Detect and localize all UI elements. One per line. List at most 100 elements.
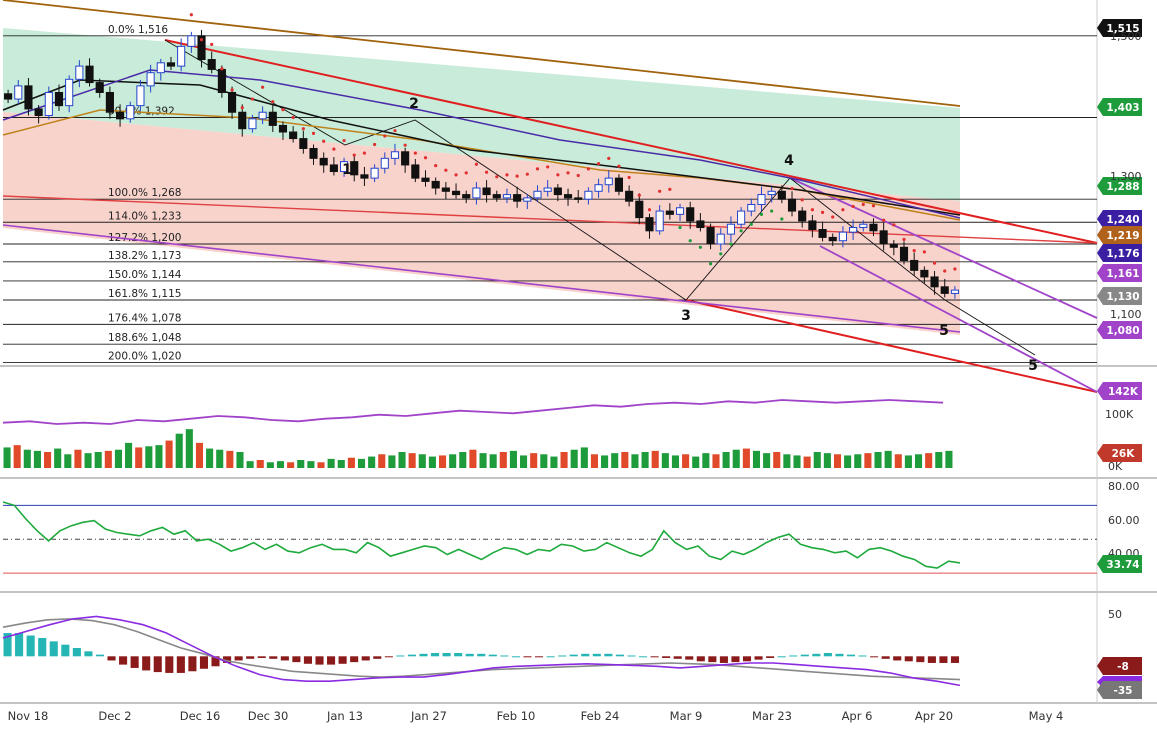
sar-dot: [199, 38, 204, 42]
ma-purple: [2, 69, 961, 219]
sar-dot: [525, 172, 529, 176]
volume-bar: [388, 455, 396, 468]
volume-bar: [560, 452, 568, 468]
volume-bar: [398, 452, 406, 468]
sar-dot: [373, 142, 377, 147]
volume-bar: [611, 453, 619, 468]
date-label: Jan 27: [410, 709, 447, 723]
candle-body: [910, 259, 919, 271]
volume-bar: [175, 433, 183, 468]
candle-body: [217, 68, 226, 93]
candle-body: [95, 82, 104, 93]
sar-dot: [678, 225, 682, 230]
sar-dot: [688, 239, 692, 243]
candle-body: [665, 210, 674, 215]
volume-bar: [601, 455, 609, 468]
candle-body: [248, 118, 257, 130]
rsi-tick: 60.00: [1108, 514, 1140, 527]
macd-histogram-bar: [130, 656, 139, 668]
badge-shape: [1097, 226, 1142, 244]
sar-dot: [271, 100, 275, 104]
sar-dot: [719, 252, 723, 256]
sar-dot: [627, 175, 631, 180]
badge-shape: [1097, 264, 1142, 282]
price-badge: 33.74: [1097, 555, 1142, 573]
candle-body: [625, 190, 634, 202]
volume-bar: [327, 458, 335, 468]
macd-histogram-bar: [246, 656, 255, 659]
candle-body: [614, 177, 624, 192]
macd-histogram-bar: [188, 656, 197, 672]
wave-label: 1: [342, 162, 352, 178]
sar-dot: [810, 208, 814, 212]
sar-dot: [515, 174, 519, 178]
macd-histogram-bar: [315, 656, 324, 665]
sar-dot: [851, 204, 855, 209]
macd-histogram-bar: [916, 656, 925, 663]
macd-histogram-bar: [939, 656, 948, 663]
volume-bar: [195, 442, 204, 468]
sar-dot: [281, 108, 285, 112]
sar-dot: [444, 168, 448, 172]
candle-body: [737, 210, 746, 225]
price-candles: [4, 29, 959, 299]
macd-histogram-bar: [823, 652, 832, 657]
macd-histogram-bar: [280, 656, 289, 661]
volume-ma-panel: 142K 100K: [2, 382, 1142, 425]
macd-histogram-bar: [685, 656, 694, 660]
macd-histogram-bar: [488, 654, 497, 657]
volume-bar: [925, 453, 933, 468]
badge-shape: [1097, 210, 1142, 228]
macd-histogram-bar: [546, 656, 555, 658]
volume-bar: [114, 449, 122, 468]
volume-bar: [317, 462, 325, 468]
macd-histogram-bar: [454, 652, 463, 657]
date-label: Dec 16: [180, 709, 221, 723]
candle-body: [350, 161, 359, 176]
lower-red-line: [685, 299, 1098, 393]
candle-body: [278, 124, 288, 133]
badge-label: 142K: [1108, 386, 1139, 398]
macd-histogram-bar: [893, 656, 902, 661]
macd-histogram-bar: [500, 655, 509, 657]
volume-bar: [13, 445, 21, 468]
candle-body: [14, 85, 23, 100]
macd-histogram-bar: [708, 656, 717, 663]
macd-histogram-bar: [881, 656, 890, 659]
sar-dot: [495, 175, 499, 179]
macd-histogram-bar: [165, 656, 174, 673]
sar-dot: [943, 269, 947, 273]
bull-zone: [3, 28, 960, 201]
macd-histogram-bar: [777, 656, 786, 658]
macd-histogram-bar: [49, 641, 58, 657]
candle-body: [258, 111, 267, 120]
candle-body: [309, 147, 318, 159]
sar-dot: [861, 202, 865, 207]
volume-bar: [206, 448, 214, 468]
price-badge: -35: [1097, 681, 1142, 699]
volume-bar: [530, 453, 538, 468]
candle-body: [390, 151, 400, 159]
candle-body: [899, 246, 909, 261]
macd-histogram-bar: [15, 633, 24, 657]
macd-histogram-bar: [615, 654, 624, 657]
badge-label: 1,080: [1106, 325, 1139, 337]
macd-histogram-bar: [858, 655, 867, 657]
sar-dot: [617, 164, 621, 168]
macd-histogram-bar: [835, 653, 844, 657]
macd-tick: 50: [1108, 608, 1122, 621]
candle-body: [523, 197, 532, 202]
sar-dot: [566, 171, 570, 175]
macd-histogram-bar: [38, 638, 47, 657]
volume-bar: [509, 450, 517, 468]
volume-bar: [236, 452, 244, 468]
macd-histogram-bar: [569, 654, 578, 657]
badge-label: 1,240: [1106, 214, 1139, 226]
candle-body: [116, 111, 125, 120]
sar-dot: [739, 229, 743, 233]
candle-body: [716, 233, 725, 245]
sar-dot: [749, 222, 753, 226]
candle-body: [4, 93, 13, 100]
macd-histogram-bar: [592, 653, 601, 657]
